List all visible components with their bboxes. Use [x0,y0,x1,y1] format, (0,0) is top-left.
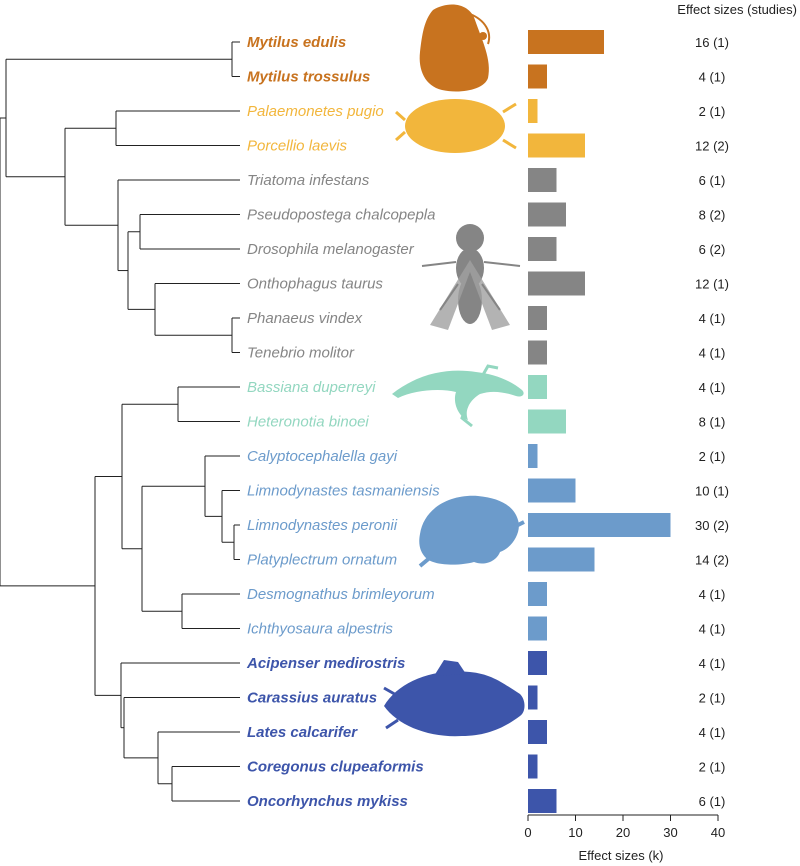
x-axis: 0 10 20 30 40 [524,814,725,840]
fish-silhouette-icon [383,660,525,737]
count-pseudopostega-chalcopepla: 8 (2) [699,208,726,223]
species-label-oncorhynchus-mykiss: Oncorhynchus mykiss [247,793,408,810]
species-labels: Mytilus edulis Mytilus trossulus Palaemone… [246,34,440,810]
count-mytilus-trossulus: 4 (1) [699,70,726,85]
bar-lates-calcarifer [528,720,547,744]
bar-tenebrio-molitor [528,340,547,365]
bar-mytilus-trossulus [528,64,547,89]
species-label-limnodynastes-peronii: Limnodynastes peronii [247,517,398,534]
x-tick-label: 10 [568,825,582,840]
bar-coregonus-clupeaformis [528,754,538,779]
isopod-silhouette-icon [395,99,517,153]
count-desmognathus-brimleyorum: 4 (1) [699,587,726,602]
species-label-limnodynastes-tasmaniensis: Limnodynastes tasmaniensis [247,483,440,500]
bar-bassiana-duperreyi [528,375,547,399]
x-tick-label: 0 [524,825,531,840]
count-ichthyosaura-alpestris: 4 (1) [699,622,726,637]
bar-phanaeus-vindex [528,306,547,330]
count-onthophagus-taurus: 12 (1) [695,277,729,292]
count-phanaeus-vindex: 4 (1) [699,311,726,326]
count-palaemonetes-pugio: 2 (1) [699,104,726,119]
bar-mytilus-edulis [528,30,604,54]
count-oncorhynchus-mykiss: 6 (1) [699,794,726,809]
effect-size-bars [528,30,671,813]
species-label-heteronotia-binoei: Heteronotia binoei [247,414,369,431]
count-calyptocephalella-gayi: 2 (1) [699,449,726,464]
count-platyplectrum-ornatum: 14 (2) [695,553,729,568]
species-label-ichthyosaura-alpestris: Ichthyosaura alpestris [247,621,393,638]
species-label-phanaeus-vindex: Phanaeus vindex [247,310,363,327]
count-bassiana-duperreyi: 4 (1) [699,380,726,395]
species-label-drosophila-melanogaster: Drosophila melanogaster [247,241,415,258]
species-label-bassiana-duperreyi: Bassiana duperreyi [247,379,376,396]
effect-size-counts: 16 (1) 4 (1) 2 (1) 12 (2) 6 (1) 8 (2) 6 (2) 12 … [695,35,729,809]
species-label-platyplectrum-ornatum: Platyplectrum ornatum [247,552,397,569]
species-label-coregonus-clupeaformis: Coregonus clupeaformis [247,759,424,776]
bar-calyptocephalella-gayi [528,444,538,468]
bar-palaemonetes-pugio [528,99,538,123]
count-drosophila-melanogaster: 6 (2) [699,242,726,257]
phylogenetic-tree [0,41,240,802]
species-label-lates-calcarifer: Lates calcarifer [247,724,358,741]
bar-limnodynastes-peronii [528,513,671,537]
count-lates-calcarifer: 4 (1) [699,725,726,740]
count-limnodynastes-peronii: 30 (2) [695,518,729,533]
bar-onthophagus-taurus [528,271,585,296]
x-tick-label: 20 [616,825,630,840]
bar-limnodynastes-tasmaniensis [528,478,576,503]
bar-platyplectrum-ornatum [528,547,595,572]
species-label-pseudopostega-chalcopepla: Pseudopostega chalcopepla [247,207,435,224]
species-label-calyptocephalella-gayi: Calyptocephalella gayi [247,448,398,465]
bar-ichthyosaura-alpestris [528,616,547,641]
count-limnodynastes-tasmaniensis: 10 (1) [695,484,729,499]
frog-silhouette-icon [418,495,525,568]
count-heteronotia-binoei: 8 (1) [699,415,726,430]
x-axis-label: Effect sizes (k) [578,848,663,863]
column-header: Effect sizes (studies) [677,2,797,17]
count-tenebrio-molitor: 4 (1) [699,346,726,361]
count-triatoma-infestans: 6 (1) [699,173,726,188]
count-coregonus-clupeaformis: 2 (1) [699,760,726,775]
bar-desmognathus-brimleyorum [528,582,547,606]
lizard-silhouette-icon [392,364,524,428]
bar-triatoma-infestans [528,168,557,192]
x-tick-label: 30 [663,825,677,840]
bar-drosophila-melanogaster [528,237,557,261]
bar-heteronotia-binoei [528,409,566,434]
species-label-triatoma-infestans: Triatoma infestans [247,172,370,189]
fly-silhouette-icon [421,224,521,330]
species-label-mytilus-edulis: Mytilus edulis [247,34,346,51]
silhouettes [383,4,525,737]
bar-pseudopostega-chalcopepla [528,202,566,227]
species-label-acipenser-medirostris: Acipenser medirostris [246,655,405,672]
species-label-porcellio-laevis: Porcellio laevis [247,138,348,155]
count-porcellio-laevis: 12 (2) [695,139,729,154]
mussel-silhouette-icon [419,4,490,92]
bar-porcellio-laevis [528,133,585,158]
x-tick-label: 40 [711,825,725,840]
species-label-mytilus-trossulus: Mytilus trossulus [247,69,370,86]
bar-acipenser-medirostris [528,651,547,675]
species-label-onthophagus-taurus: Onthophagus taurus [247,276,383,293]
species-label-tenebrio-molitor: Tenebrio molitor [247,345,355,362]
bar-carassius-auratus [528,685,538,710]
species-label-desmognathus-brimleyorum: Desmognathus brimleyorum [247,586,435,603]
count-mytilus-edulis: 16 (1) [695,35,729,50]
species-label-palaemonetes-pugio: Palaemonetes pugio [247,103,384,120]
count-acipenser-medirostris: 4 (1) [699,656,726,671]
bar-oncorhynchus-mykiss [528,789,557,813]
species-label-carassius-auratus: Carassius auratus [247,690,377,707]
count-carassius-auratus: 2 (1) [699,691,726,706]
